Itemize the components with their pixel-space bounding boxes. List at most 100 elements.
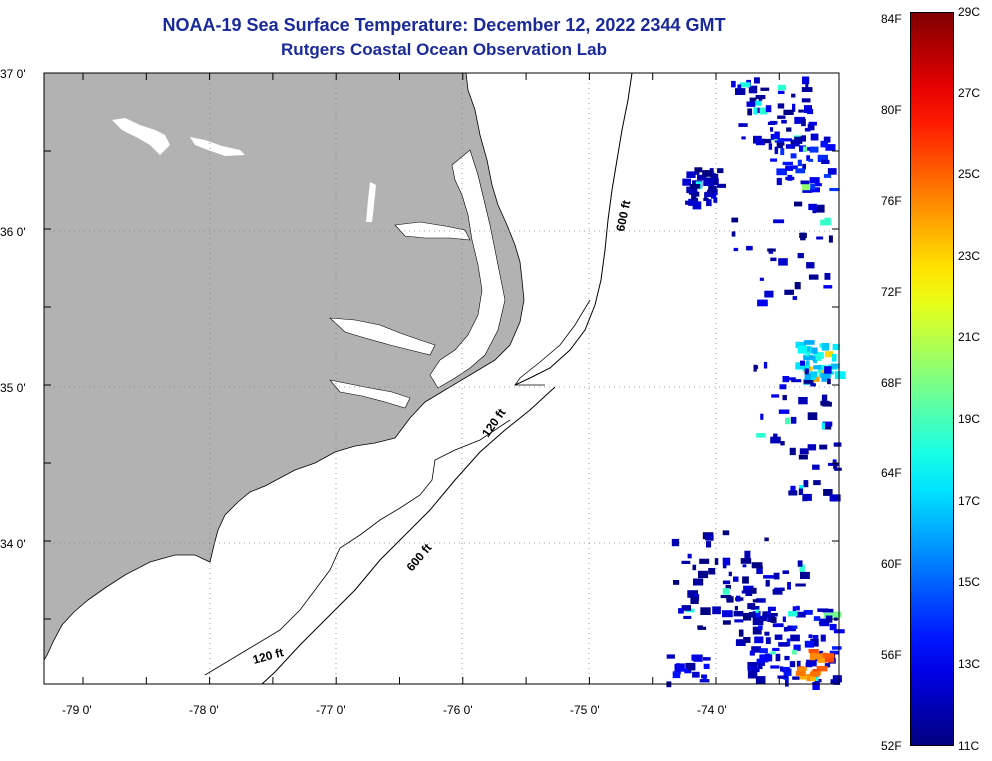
sst-pixel <box>764 290 774 298</box>
sst-pixel <box>722 557 731 566</box>
sst-pixel <box>797 345 806 354</box>
lat-axis-labels: 37 0' 36 0' 35 0' 34 0' <box>0 67 26 551</box>
sst-pixel <box>758 660 765 666</box>
sst-pixel <box>762 611 766 617</box>
sst-pixel <box>776 140 783 149</box>
colorbar-f-label: 52F <box>881 739 902 753</box>
sst-pixel <box>717 168 724 174</box>
sst-pixel <box>830 679 838 684</box>
lon-label: -79 0' <box>62 703 92 717</box>
sst-pixel <box>799 145 806 152</box>
sst-pixel <box>738 123 748 127</box>
sst-pixel <box>700 607 711 615</box>
sst-pixel <box>760 413 764 420</box>
sst-pixel <box>814 183 822 187</box>
sst-pixel <box>792 103 796 112</box>
sst-pixel <box>722 620 731 625</box>
sst-pixel <box>762 615 767 622</box>
sst-pixel <box>705 191 714 198</box>
sst-pixel <box>752 626 762 635</box>
sst-pixel <box>685 662 696 671</box>
sst-pixel <box>756 566 763 574</box>
sst-pixel <box>825 144 836 151</box>
sst-pixel <box>733 576 739 582</box>
sst-pixel <box>720 595 732 599</box>
sst-pixel <box>666 654 675 659</box>
sst-pixel <box>794 282 801 290</box>
sst-pixel <box>759 107 768 115</box>
sst-pixel <box>788 490 798 496</box>
colorbar-c-label: 11C <box>958 739 980 753</box>
sst-pixel <box>800 180 810 185</box>
sst-pixel <box>801 183 811 191</box>
sst-pixel <box>827 378 831 385</box>
sst-pixel <box>706 534 714 541</box>
sst-pixel <box>808 649 819 653</box>
sst-pixel <box>728 571 732 577</box>
sst-pixel <box>819 618 830 627</box>
sst-pixel <box>775 653 781 662</box>
sst-pixel <box>790 153 797 159</box>
sst-pixel <box>689 184 701 189</box>
sst-pixel <box>767 611 771 615</box>
sst-pixel <box>802 495 808 502</box>
sst-pixel <box>674 663 685 672</box>
sst-pixel <box>823 489 833 496</box>
sst-pixel <box>702 170 713 177</box>
sst-pixel <box>796 605 800 611</box>
colorbar-c-label: 17C <box>958 494 981 508</box>
sst-pixel <box>823 285 833 289</box>
sst-pixel <box>806 360 810 368</box>
sst-pixel <box>713 176 718 182</box>
inland-lake-2 <box>190 137 245 156</box>
sst-pixel <box>770 617 777 623</box>
sst-pixel <box>753 107 758 115</box>
sst-pixel <box>744 550 751 559</box>
sst-pixel <box>804 340 815 345</box>
sst-pixel <box>694 167 703 173</box>
sst-pixel <box>741 136 746 140</box>
sst-pixel <box>821 394 828 402</box>
sst-pixel <box>832 646 842 650</box>
sst-pixel <box>802 163 806 170</box>
sst-pixel <box>791 93 796 98</box>
sst-pixel <box>824 655 835 663</box>
lat-label: 37 0' <box>0 67 26 81</box>
sst-pixel <box>810 383 816 387</box>
colorbar-c-label: 25C <box>958 167 981 181</box>
sst-pixel <box>783 138 793 142</box>
sst-pixel <box>799 674 807 680</box>
sst-pixel <box>792 606 797 612</box>
sst-pixel <box>807 346 811 354</box>
sst-pixel <box>712 606 721 615</box>
sst-pixel <box>758 625 763 630</box>
sst-pixel <box>812 635 819 639</box>
sst-pixel <box>808 274 819 280</box>
sst-pixel <box>787 582 791 590</box>
sst-pixel <box>808 121 817 126</box>
sst-pixel <box>813 355 822 361</box>
temperature-colorbar <box>910 12 954 746</box>
sst-pixel <box>798 454 808 460</box>
sst-pixel <box>765 579 770 587</box>
lon-label: -77 0' <box>316 703 346 717</box>
sst-pixel <box>833 442 842 447</box>
sst-pixel <box>813 360 818 364</box>
sst-pixel <box>784 289 794 295</box>
sst-pixel <box>799 564 805 573</box>
sst-data-layer <box>666 76 846 690</box>
sst-pixel <box>825 351 834 358</box>
sst-pixel <box>671 538 680 547</box>
contour-120ft-south <box>204 419 511 676</box>
sst-pixel <box>803 354 813 361</box>
pamlico-sound <box>429 149 506 389</box>
colorbar-f-label: 76F <box>881 194 902 208</box>
sst-pixel <box>770 257 777 262</box>
sst-pixel <box>806 659 817 667</box>
sst-pixel <box>789 447 796 456</box>
sst-pixel <box>797 253 804 259</box>
sst-pixel <box>707 189 715 195</box>
lat-label: 36 0' <box>0 225 26 239</box>
lon-label: -76 0' <box>443 703 473 717</box>
sst-pixel <box>791 379 802 383</box>
